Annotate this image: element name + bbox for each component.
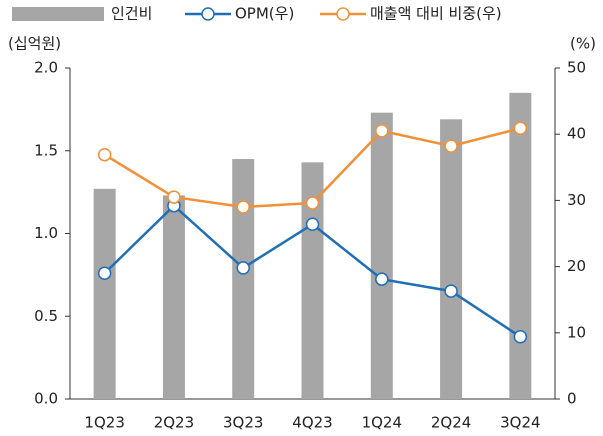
line-marker — [305, 196, 320, 210]
line-marker — [305, 217, 320, 231]
legend-label: OPM(우) — [235, 5, 294, 23]
legend-swatch — [12, 7, 104, 21]
y-tick-label: 0.5 — [34, 307, 58, 325]
bar — [93, 188, 116, 399]
y-tick-label: 0.0 — [34, 390, 58, 408]
x-tick-label: 1Q24 — [362, 414, 402, 432]
y-tick-label: 1.5 — [34, 141, 58, 159]
line-marker — [513, 330, 528, 344]
bar — [162, 195, 185, 399]
line-marker — [97, 147, 112, 162]
line-marker — [97, 266, 112, 280]
legend-label: 매출액 대비 비중(우) — [370, 5, 502, 23]
line-marker — [444, 284, 458, 298]
x-tick-label: 2Q24 — [431, 414, 471, 432]
bar — [370, 112, 393, 399]
x-tick-label: 2Q23 — [154, 414, 194, 432]
y2-tick-label: 30 — [567, 191, 586, 209]
x-tick-label: 1Q23 — [84, 414, 124, 432]
y-tick-label: 1.0 — [34, 224, 58, 242]
line-marker — [375, 124, 389, 138]
legend-marker — [201, 7, 215, 21]
x-tick-label: 3Q24 — [500, 414, 540, 432]
bar — [509, 92, 532, 399]
line-marker — [236, 200, 250, 214]
legend-label: 인건비 — [111, 5, 152, 23]
x-tick-label: 4Q23 — [292, 414, 332, 432]
line-marker — [513, 121, 528, 135]
y2-tick-label: 50 — [567, 59, 586, 77]
line-marker — [236, 261, 250, 275]
line-marker — [375, 272, 389, 286]
bar — [440, 119, 463, 400]
y2-tick-label: 0 — [567, 390, 577, 408]
legend-marker — [336, 7, 350, 21]
y2-axis-label: (%) — [570, 35, 596, 53]
line-marker — [444, 139, 458, 153]
bar — [232, 159, 255, 399]
y2-tick-label: 40 — [567, 125, 586, 143]
x-tick-label: 3Q23 — [223, 414, 263, 432]
y-axis-label: (십억원) — [8, 35, 61, 53]
y-tick-label: 2.0 — [34, 59, 58, 77]
y2-tick-label: 10 — [567, 323, 586, 341]
y2-tick-label: 20 — [567, 257, 586, 275]
line-marker — [167, 190, 181, 204]
